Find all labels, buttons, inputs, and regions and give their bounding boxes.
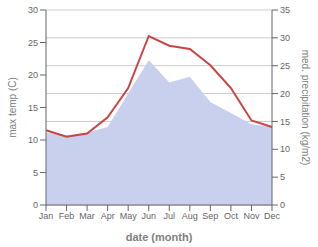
svg-text:Feb: Feb (59, 211, 75, 221)
svg-text:25: 25 (280, 61, 290, 71)
svg-text:15: 15 (280, 117, 290, 127)
svg-text:25: 25 (28, 38, 38, 48)
svg-text:0: 0 (33, 200, 38, 210)
svg-text:10: 10 (28, 135, 38, 145)
svg-text:0: 0 (280, 200, 285, 210)
svg-text:med. precipitation (kg/m2): med. precipitation (kg/m2) (300, 50, 311, 166)
svg-text:Aug: Aug (182, 211, 198, 221)
svg-text:max temp (C): max temp (C) (7, 77, 18, 138)
svg-text:Oct: Oct (224, 211, 239, 221)
svg-text:Jul: Jul (164, 211, 176, 221)
svg-text:Sep: Sep (202, 211, 218, 221)
svg-text:Nov: Nov (243, 211, 260, 221)
svg-text:May: May (120, 211, 138, 221)
svg-text:Dec: Dec (264, 211, 281, 221)
svg-text:20: 20 (28, 70, 38, 80)
svg-text:30: 30 (280, 33, 290, 43)
svg-text:5: 5 (33, 168, 38, 178)
svg-text:5: 5 (280, 172, 285, 182)
svg-text:30: 30 (28, 5, 38, 15)
svg-text:Apr: Apr (101, 211, 115, 221)
svg-text:date (month): date (month) (126, 231, 193, 243)
svg-text:20: 20 (280, 89, 290, 99)
svg-text:10: 10 (280, 144, 290, 154)
svg-text:Jun: Jun (141, 211, 156, 221)
svg-text:35: 35 (280, 5, 290, 15)
svg-text:Mar: Mar (79, 211, 95, 221)
svg-text:Jan: Jan (39, 211, 54, 221)
svg-text:15: 15 (28, 103, 38, 113)
